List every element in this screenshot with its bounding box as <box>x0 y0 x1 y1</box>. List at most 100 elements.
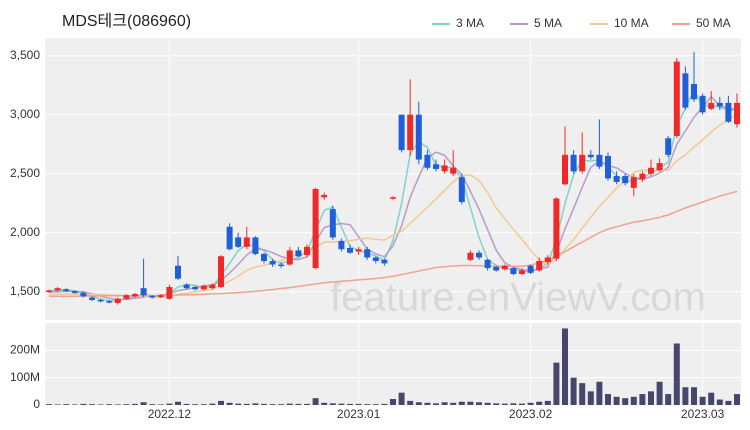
volume-bar <box>218 400 224 405</box>
candle-body <box>725 102 732 122</box>
volume-bar <box>106 404 113 405</box>
volume-bar <box>329 403 336 405</box>
candle-body <box>630 177 637 188</box>
volume-bar <box>536 401 543 405</box>
volume-bar <box>596 381 603 405</box>
volume-bar <box>613 396 620 405</box>
candle-body <box>71 291 78 293</box>
candle-body <box>407 114 414 151</box>
candle-body <box>639 173 646 180</box>
volume-bar <box>304 403 310 405</box>
candle-body <box>321 194 328 198</box>
legend-label: 5 MA <box>534 16 562 30</box>
volume-bar <box>355 403 362 405</box>
candle-body <box>441 165 448 172</box>
candle-body <box>415 114 422 160</box>
candle-body <box>398 114 405 151</box>
volume-bar <box>527 402 534 405</box>
volume-bar <box>510 403 517 405</box>
volume-bar <box>46 404 52 405</box>
volume-bar <box>278 404 285 405</box>
volume-bar <box>424 402 431 405</box>
volume-bar <box>390 398 396 405</box>
candle-body <box>691 84 697 100</box>
candle-body <box>476 252 482 258</box>
candle-body <box>734 102 740 125</box>
candle-body <box>97 299 104 302</box>
candle-body <box>501 265 508 270</box>
candle-body <box>587 154 594 158</box>
volume-bar <box>699 396 706 405</box>
chart-title: MDS테크(086960) <box>62 12 191 30</box>
volume-bar <box>209 403 216 405</box>
candle-body <box>355 249 362 252</box>
candle-body <box>596 154 603 167</box>
volume-panel <box>45 323 741 405</box>
y-tick-label: 100M <box>10 370 40 384</box>
volume-bar <box>157 404 164 405</box>
volume-bar <box>226 402 233 405</box>
volume-bar <box>286 403 293 405</box>
volume-bar <box>519 403 525 405</box>
volume-bar <box>407 400 414 405</box>
candle-body <box>261 253 267 262</box>
candle-body <box>200 285 207 290</box>
volume-bar <box>261 403 267 405</box>
candle-body <box>338 240 345 250</box>
candle-body <box>467 252 474 260</box>
volume-bar <box>484 402 491 405</box>
volume-bar <box>716 399 723 405</box>
volume-bar <box>183 403 190 405</box>
candle-body <box>218 256 224 287</box>
candle-body <box>114 298 121 303</box>
volume-bar <box>166 403 173 405</box>
candle-body <box>510 268 517 274</box>
volume-bar <box>630 396 637 405</box>
volume-bar <box>691 387 697 405</box>
volume-bar <box>708 392 715 405</box>
candle-body <box>613 176 620 182</box>
candle-body <box>424 154 431 168</box>
candle-body <box>80 292 87 297</box>
candle-body <box>433 164 439 169</box>
volume-bar <box>605 394 611 405</box>
candle-body <box>519 270 525 274</box>
candle-body <box>493 266 500 271</box>
candle-body <box>347 248 353 253</box>
candle-body <box>243 237 250 247</box>
candle-body <box>536 261 543 271</box>
candle-body <box>123 295 130 299</box>
volume-bar <box>501 403 508 405</box>
volume-bar <box>734 394 740 405</box>
volume-bar <box>673 343 680 405</box>
volume-bar <box>665 394 672 405</box>
legend-label: 50 MA <box>696 16 731 30</box>
candle-body <box>183 284 190 289</box>
candle-body <box>716 102 723 107</box>
candle-body <box>673 61 680 136</box>
candle-body <box>235 237 242 247</box>
volume-bar <box>458 401 465 405</box>
candle-body <box>450 167 457 174</box>
volume-bar <box>433 403 439 405</box>
candle-body <box>381 259 388 264</box>
volume-bar <box>398 392 405 405</box>
volume-bar <box>544 400 551 405</box>
candle-body <box>458 177 465 203</box>
y-tick-label: 3,500 <box>10 48 40 62</box>
legend-label: 10 MA <box>614 16 649 30</box>
volume-bar <box>725 400 732 405</box>
volume-bar <box>450 402 457 405</box>
candle-body <box>132 294 138 297</box>
volume-bar <box>682 387 689 405</box>
y-tick-label: 200M <box>10 343 40 357</box>
volume-bar <box>493 403 500 405</box>
volume-bar <box>639 394 646 405</box>
candle-body <box>226 226 233 250</box>
volume-bar <box>467 401 474 405</box>
volume-bar <box>570 377 577 405</box>
watermark: feature.enViewV.com <box>330 276 706 320</box>
y-tick-label: 1,500 <box>10 284 40 298</box>
candle-body <box>106 301 113 303</box>
